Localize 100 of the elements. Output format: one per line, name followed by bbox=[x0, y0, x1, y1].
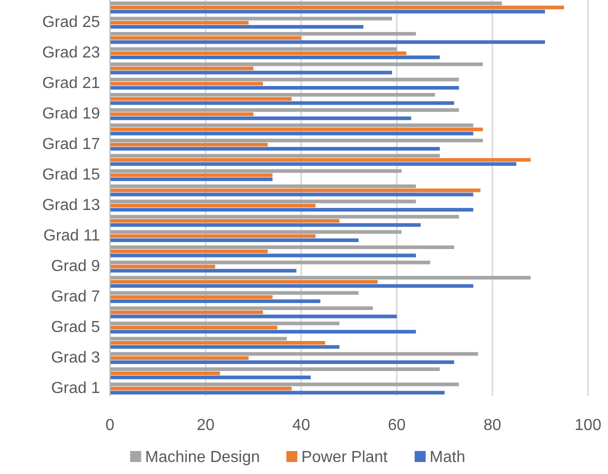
bar bbox=[110, 10, 545, 14]
bar bbox=[110, 101, 454, 105]
bar bbox=[110, 238, 359, 242]
bar bbox=[110, 158, 531, 162]
y-tick-label: Grad 7 bbox=[51, 288, 100, 306]
bar bbox=[110, 128, 483, 132]
legend-label: Math bbox=[430, 449, 466, 466]
bar bbox=[110, 177, 273, 182]
bar bbox=[110, 2, 502, 6]
bar bbox=[110, 146, 440, 151]
bar bbox=[110, 32, 416, 36]
bar bbox=[110, 234, 316, 238]
bar bbox=[110, 306, 373, 310]
bar bbox=[110, 376, 311, 380]
bar bbox=[110, 284, 474, 288]
bar bbox=[110, 219, 340, 223]
legend-label: Power Plant bbox=[301, 449, 388, 466]
bar bbox=[110, 116, 412, 120]
y-tick-label: Grad 9 bbox=[51, 258, 100, 276]
x-tick-label: 60 bbox=[388, 417, 406, 434]
bar bbox=[110, 367, 440, 371]
y-tick-label: Grad 15 bbox=[42, 166, 100, 184]
bar bbox=[110, 268, 296, 273]
bar bbox=[110, 184, 416, 188]
bar bbox=[110, 162, 516, 166]
bar bbox=[110, 254, 416, 258]
bar bbox=[110, 25, 364, 29]
bar bbox=[110, 260, 430, 264]
y-tick-label: Grad 17 bbox=[42, 136, 100, 154]
bar bbox=[110, 192, 474, 196]
bar bbox=[110, 47, 397, 51]
y-tick-label: Grad 5 bbox=[51, 319, 100, 336]
bar bbox=[110, 356, 249, 360]
bar bbox=[110, 245, 454, 250]
bar bbox=[110, 112, 254, 116]
bar bbox=[110, 132, 474, 136]
bar bbox=[110, 299, 320, 304]
y-tick-label: Grad 21 bbox=[42, 75, 100, 92]
bar bbox=[110, 360, 454, 364]
bar bbox=[110, 390, 445, 394]
bar bbox=[110, 92, 436, 97]
x-tick-label: 40 bbox=[292, 417, 310, 434]
bar bbox=[110, 223, 421, 227]
bar bbox=[110, 310, 263, 314]
bar bbox=[110, 330, 416, 334]
bar bbox=[110, 86, 459, 90]
bar bbox=[110, 264, 216, 268]
y-tick-label: Grad 1 bbox=[51, 380, 100, 398]
bar bbox=[110, 56, 440, 60]
x-tick-label: 20 bbox=[196, 417, 215, 434]
bar bbox=[110, 208, 474, 212]
bar bbox=[110, 138, 483, 142]
bar bbox=[110, 123, 474, 128]
bar bbox=[110, 154, 440, 158]
bar bbox=[110, 340, 326, 345]
bar bbox=[110, 82, 263, 86]
legend-label: Machine Design bbox=[145, 449, 260, 466]
bar bbox=[110, 314, 397, 318]
bar bbox=[110, 371, 220, 376]
x-tick-label: 0 bbox=[106, 417, 115, 434]
bar bbox=[110, 62, 483, 66]
bar bbox=[110, 169, 402, 173]
x-tick-label: 100 bbox=[574, 417, 602, 434]
bar bbox=[110, 108, 459, 112]
bar bbox=[110, 66, 254, 70]
bar bbox=[110, 336, 287, 340]
bar bbox=[110, 345, 340, 349]
bar bbox=[110, 20, 249, 25]
y-tick-label: Grad 11 bbox=[43, 228, 100, 245]
x-tick-label: 80 bbox=[484, 417, 502, 434]
bar bbox=[110, 326, 278, 330]
bar bbox=[110, 382, 459, 386]
bar bbox=[110, 200, 416, 204]
bar bbox=[110, 142, 268, 146]
bar bbox=[110, 16, 392, 20]
bar bbox=[110, 51, 406, 56]
bar bbox=[110, 291, 359, 295]
bar bbox=[110, 6, 564, 10]
y-tick-label: Grad 13 bbox=[42, 197, 100, 214]
bar bbox=[110, 280, 378, 284]
y-tick-label: Grad 3 bbox=[51, 350, 100, 367]
bar bbox=[110, 36, 302, 40]
y-tick-label: Grad 19 bbox=[42, 106, 100, 123]
bar bbox=[110, 188, 480, 192]
bar bbox=[110, 386, 292, 390]
bar bbox=[110, 70, 392, 74]
bar bbox=[110, 204, 316, 208]
y-tick-label: Grad 23 bbox=[42, 44, 100, 62]
bar bbox=[110, 230, 402, 234]
bar bbox=[110, 78, 459, 82]
bar bbox=[110, 352, 478, 356]
bar bbox=[110, 214, 459, 219]
bar bbox=[110, 322, 340, 326]
bar bbox=[110, 40, 545, 44]
bar bbox=[110, 250, 268, 254]
bar bbox=[110, 276, 531, 280]
bar bbox=[110, 97, 292, 101]
y-tick-label: Grad 25 bbox=[42, 14, 100, 32]
bar bbox=[110, 295, 273, 299]
bar bbox=[110, 173, 273, 177]
